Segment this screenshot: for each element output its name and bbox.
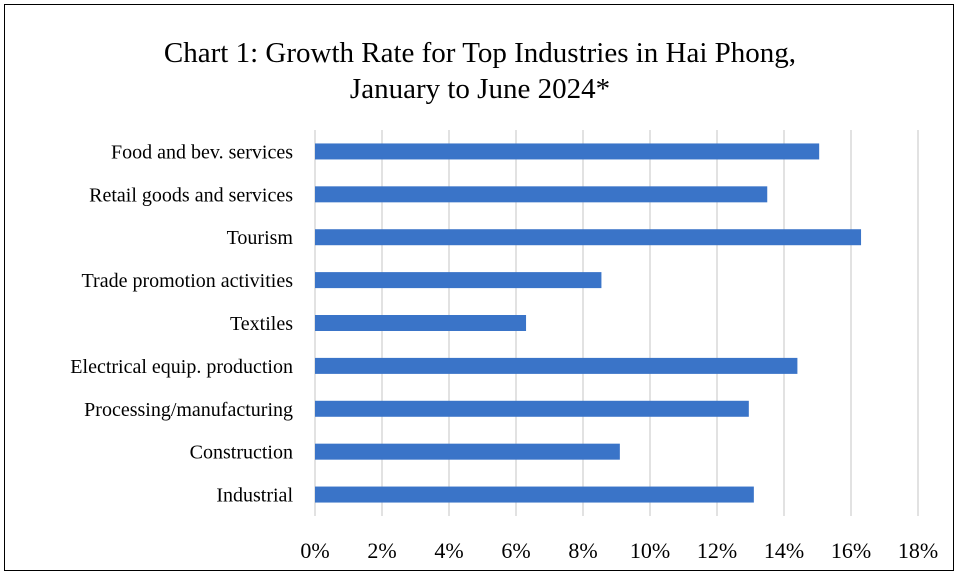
category-label: Industrial xyxy=(216,485,293,507)
category-label: Processing/manufacturing xyxy=(84,399,293,421)
bar xyxy=(315,229,862,246)
bar xyxy=(315,186,768,203)
x-tick-label: 10% xyxy=(630,538,670,563)
category-label: Retail goods and services xyxy=(89,184,293,206)
x-tick-label: 12% xyxy=(697,538,737,563)
x-tick-label: 16% xyxy=(831,538,871,563)
bar xyxy=(315,400,749,417)
x-tick-label: 2% xyxy=(367,538,396,563)
category-label: Electrical equip. production xyxy=(70,356,293,378)
bar xyxy=(315,486,754,503)
x-tick-label: 14% xyxy=(764,538,804,563)
chart-title: Chart 1: Growth Rate for Top Industries … xyxy=(5,35,955,107)
category-label: Tourism xyxy=(227,227,294,249)
bar xyxy=(315,357,798,374)
bar xyxy=(315,272,602,289)
x-tick-label: 6% xyxy=(501,538,530,563)
category-label: Textiles xyxy=(230,313,293,335)
bar xyxy=(315,443,620,460)
chart-title-line-1: Chart 1: Growth Rate for Top Industries … xyxy=(163,37,797,69)
x-tick-label: 0% xyxy=(300,538,329,563)
bar xyxy=(315,315,527,331)
category-label: Food and bev. services xyxy=(111,141,293,163)
x-tick-label: 8% xyxy=(568,538,597,563)
bar xyxy=(315,143,820,160)
category-label: Construction xyxy=(190,442,293,464)
category-label: Trade promotion activities xyxy=(82,270,294,292)
chart-title-line-2: January to June 2024* xyxy=(349,73,611,105)
x-tick-label: 4% xyxy=(434,538,463,563)
x-tick-label: 18% xyxy=(898,538,938,563)
